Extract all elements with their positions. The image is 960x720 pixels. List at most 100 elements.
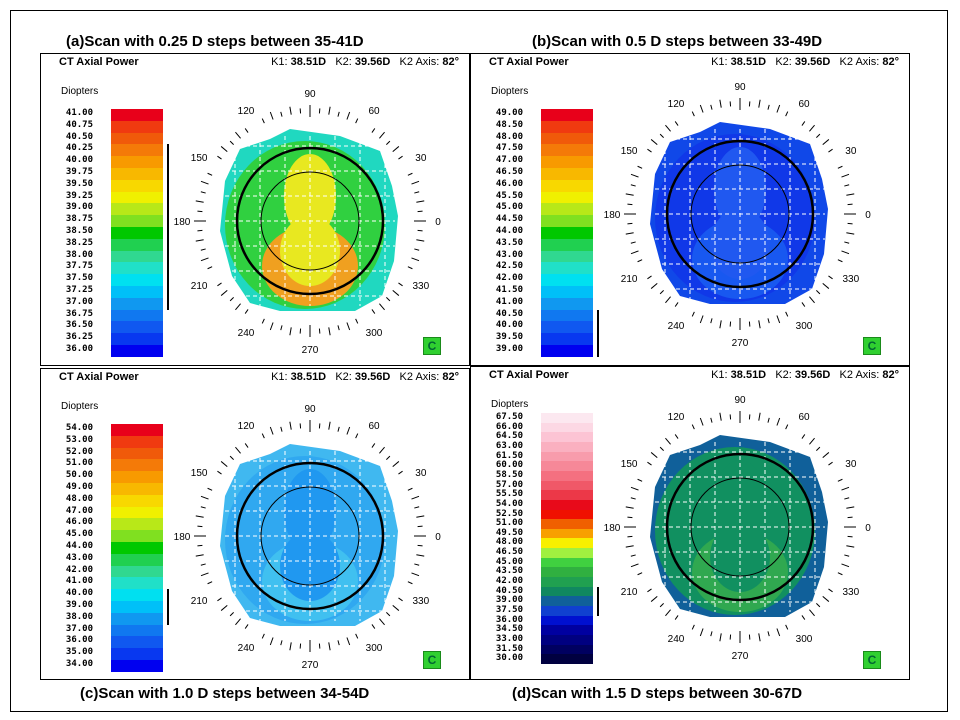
scale-color-band [541, 345, 593, 358]
scale-color-band [541, 262, 593, 275]
angle-tick [785, 424, 789, 430]
inner-zone-circle [260, 486, 360, 586]
angle-tick [822, 596, 830, 602]
angle-tick [801, 615, 806, 620]
scale-label: 43.00 [495, 249, 523, 260]
scale-label: 52.50 [495, 508, 523, 519]
scale-color-band [111, 483, 163, 496]
scale-label: 39.75 [65, 167, 93, 177]
scale-label: 45.00 [495, 202, 523, 213]
angle-tick [828, 148, 833, 153]
angle-tick [699, 104, 704, 113]
angle-tick [280, 325, 283, 331]
angle-label: 330 [413, 281, 430, 292]
angle-tick [647, 275, 652, 280]
scale-label: 44.50 [495, 214, 523, 225]
scale-color-band [111, 262, 163, 275]
angle-tick [289, 327, 292, 336]
map-options-button[interactable]: C [423, 651, 441, 669]
angle-tick [337, 640, 340, 646]
topography-panel-b: CT Axial Power K1: 38.51D K2: 39.56D K2 A… [470, 53, 910, 366]
angle-tick [846, 193, 855, 196]
angle-tick [392, 605, 400, 611]
angle-tick [371, 128, 376, 133]
angle-label: 180 [174, 532, 191, 543]
angle-tick [200, 563, 206, 566]
scale-color-band [541, 586, 593, 597]
angle-tick [637, 259, 643, 263]
angle-label: 210 [191, 281, 208, 292]
scale-label: 41.50 [495, 285, 523, 295]
angle-tick [822, 283, 830, 289]
scale-label: 39.25 [65, 190, 93, 201]
angle-tick [414, 248, 420, 251]
axis-label-text: K2 Axis: [399, 56, 440, 68]
scale-color-band [111, 601, 163, 614]
k1-label-text: K1: [711, 369, 728, 381]
angle-tick [809, 609, 815, 617]
scale-label: 39.00 [495, 595, 523, 606]
angle-label: 180 [604, 210, 621, 221]
angle-tick [235, 303, 241, 311]
angle-label: 300 [366, 643, 383, 654]
scale-label: 45.50 [495, 190, 523, 201]
scale-label: 42.00 [495, 576, 523, 587]
angle-label: 180 [174, 217, 191, 228]
angle-label: 60 [368, 421, 380, 432]
scale-color-band [111, 518, 163, 531]
angle-label: 240 [238, 328, 255, 339]
scale-color-band [111, 227, 163, 240]
angle-tick [200, 572, 209, 577]
figure-frame [10, 10, 948, 712]
angle-label: 0 [865, 523, 871, 534]
scale-label: 67.50 [495, 412, 523, 422]
map-options-button[interactable]: C [423, 337, 441, 355]
map-options-button[interactable]: C [863, 651, 881, 669]
scale-label: 48.00 [65, 493, 93, 504]
k1-label-text: K1: [271, 371, 288, 383]
diopters-label: Diopters [61, 401, 99, 412]
angle-tick [289, 642, 292, 651]
angle-label: 30 [415, 468, 427, 479]
angle-tick [386, 140, 391, 145]
outer-zone-circle [665, 139, 815, 289]
scale-color-band [111, 168, 163, 181]
scale-label: 51.00 [65, 458, 93, 469]
angle-tick [846, 232, 855, 235]
angle-tick [220, 290, 228, 296]
scale-color-band [541, 432, 593, 443]
scale-label: 37.50 [495, 605, 523, 615]
angle-tick [200, 257, 209, 262]
scale-label: 40.25 [65, 143, 93, 154]
scale-label: 43.50 [495, 237, 523, 248]
inner-zone-circle [260, 171, 360, 271]
scale-label: 42.50 [495, 261, 523, 272]
angle-tick [328, 421, 331, 430]
scale-color-band [541, 490, 593, 501]
angle-tick [346, 322, 351, 331]
angle-tick [195, 239, 204, 242]
scale-color-band [541, 109, 593, 122]
angle-tick [386, 297, 391, 302]
angle-tick [229, 455, 234, 460]
diopters-label: Diopters [491, 86, 529, 97]
polar-map: 0 30 60 90 120 150 180 210 240 270 300 330 [604, 395, 872, 662]
angle-tick [371, 309, 376, 314]
scale-color-band [111, 589, 163, 602]
panel-title: CT Axial Power [59, 371, 139, 383]
angle-tick [346, 426, 351, 435]
angle-tick [416, 515, 425, 518]
angle-label: 240 [238, 643, 255, 654]
scale-color-band [541, 480, 593, 491]
angle-tick [691, 624, 695, 630]
scale-label: 33.00 [495, 633, 523, 644]
angle-tick [647, 461, 652, 466]
angle-tick [355, 633, 359, 639]
angle-tick [328, 327, 331, 336]
map-options-button[interactable]: C [863, 337, 881, 355]
angle-tick [630, 554, 636, 557]
angle-tick [386, 612, 391, 617]
angle-tick [719, 633, 722, 642]
angle-tick [816, 133, 821, 138]
scale-label: 47.00 [495, 155, 523, 166]
